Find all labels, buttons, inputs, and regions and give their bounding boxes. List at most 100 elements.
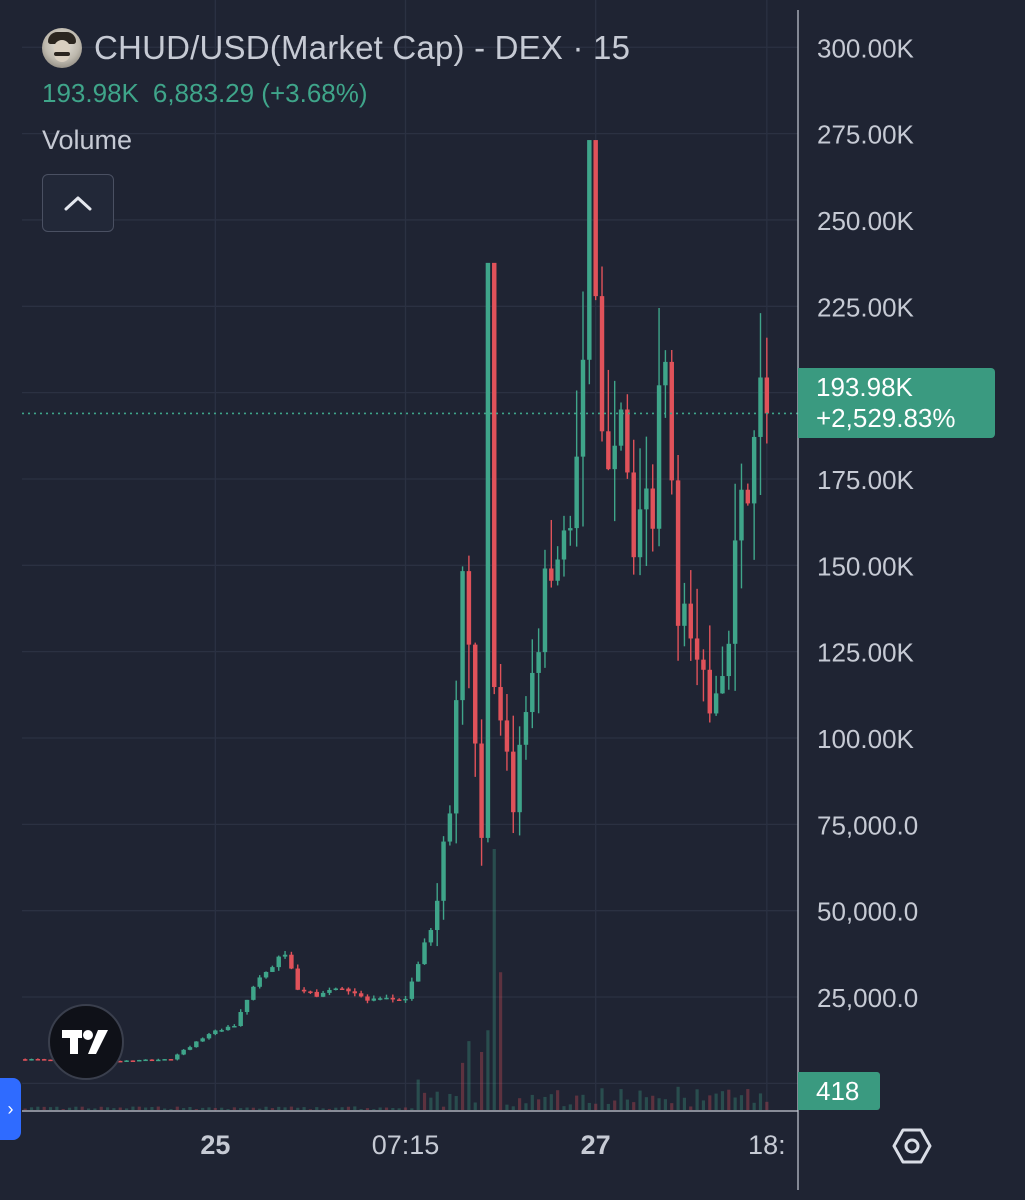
candle-body <box>409 981 415 999</box>
candle-body <box>694 638 700 660</box>
volume-bar <box>556 1090 560 1110</box>
volume-bar <box>587 1102 591 1110</box>
candle-body <box>187 1047 193 1050</box>
volume-bar <box>619 1089 623 1110</box>
volume-bar <box>549 1094 553 1110</box>
volume-indicator-label[interactable]: Volume <box>42 125 133 155</box>
volume-bar <box>321 1108 325 1110</box>
candle-body <box>720 676 725 694</box>
volume-bar <box>695 1089 699 1110</box>
candle-body <box>631 472 636 558</box>
candle-body <box>466 571 472 645</box>
tradingview-logo-icon <box>62 1030 108 1054</box>
candle-body <box>580 359 586 457</box>
candle-body <box>22 1059 28 1061</box>
candle-body <box>162 1059 167 1061</box>
volume-bar <box>365 1108 370 1110</box>
volume-bar <box>201 1107 205 1110</box>
volume-bar <box>752 1102 756 1110</box>
candle-body <box>124 1060 129 1062</box>
candle-body <box>587 140 592 360</box>
candle-body <box>149 1059 155 1062</box>
hexagon-settings-icon <box>892 1128 932 1164</box>
candle-body <box>295 968 300 990</box>
volume-bar <box>156 1106 160 1110</box>
volume-bar <box>220 1107 224 1110</box>
volume-bar <box>473 1102 477 1110</box>
tradingview-logo[interactable] <box>48 1004 124 1080</box>
price-axis-labels[interactable]: 300.00K275.00K250.00K225.00K200.00K175.0… <box>817 33 918 1099</box>
volume-bar <box>29 1107 34 1110</box>
volume-bar <box>682 1097 687 1110</box>
volume-bar <box>499 972 503 1110</box>
volume-bar <box>334 1107 338 1110</box>
symbol-title[interactable]: CHUD/USD(Market Cap) - DEX · 15 <box>94 29 631 66</box>
side-panel-handle[interactable]: › <box>0 1078 21 1140</box>
candle-body <box>663 361 668 386</box>
volume-bar <box>600 1088 604 1110</box>
volume-bar <box>131 1106 135 1110</box>
candle-body <box>346 988 351 992</box>
volume-bar <box>689 1106 693 1110</box>
last-price-change: +2,529.83% <box>816 403 956 433</box>
grid-lines <box>22 0 798 1111</box>
candle-body <box>517 744 522 813</box>
volume-bar <box>441 1106 446 1110</box>
volume-bar <box>372 1109 376 1110</box>
volume-bar <box>144 1107 148 1110</box>
volume-bar <box>340 1107 344 1110</box>
candle-body <box>270 967 275 972</box>
volume-bar <box>346 1106 351 1110</box>
candle-body <box>206 1034 212 1039</box>
price-axis-label: 300.00K <box>817 33 915 63</box>
candle-body <box>568 528 573 531</box>
candle-body <box>200 1038 205 1042</box>
time-axis-label: 07:15 <box>372 1130 440 1160</box>
last-price-value: 193.98K <box>816 372 913 402</box>
volume-bar <box>701 1100 706 1110</box>
volume-bar <box>720 1091 725 1110</box>
volume-bar <box>644 1097 648 1110</box>
candle-body <box>143 1059 148 1062</box>
volume-bar <box>410 1108 414 1110</box>
price-axis-label: 150.00K <box>817 551 915 581</box>
last-price-tag: 193.98K +2,529.83% <box>798 368 995 438</box>
volume-bar <box>112 1108 116 1110</box>
candle-body <box>713 693 719 714</box>
price-axis-label: 250.00K <box>817 206 915 236</box>
candle-body <box>561 530 567 560</box>
candle-body <box>251 986 256 1000</box>
volume-bar <box>524 1103 528 1110</box>
volume-bar <box>93 1108 97 1110</box>
time-axis-labels[interactable]: 25 07:15 27 18: <box>200 1130 785 1160</box>
volume-bar <box>518 1098 522 1110</box>
volume-bar <box>118 1107 122 1110</box>
volume-bar <box>391 1108 395 1110</box>
price-axis-label: 50,000.0 <box>817 897 918 927</box>
volume-bar <box>67 1107 72 1110</box>
candle-body <box>263 971 269 978</box>
volume-bar <box>460 1062 465 1110</box>
candle-body <box>675 480 681 626</box>
volume-bar <box>327 1108 332 1110</box>
candle-body <box>751 436 757 504</box>
candle-body <box>168 1059 174 1061</box>
candle-body <box>536 652 541 673</box>
volume-bar <box>296 1107 300 1110</box>
candle-body <box>48 1059 53 1062</box>
volume-bar <box>765 1101 769 1110</box>
candle-body <box>371 998 377 1001</box>
volume-bar <box>182 1108 186 1110</box>
volume-bar <box>258 1108 262 1110</box>
candle-body <box>555 559 560 581</box>
volume-bar <box>80 1106 84 1110</box>
candle-body <box>314 991 319 997</box>
volume-bar <box>48 1107 53 1110</box>
candle-body <box>732 540 738 644</box>
chart-settings-button[interactable] <box>890 1124 934 1168</box>
volume-bar <box>277 1106 281 1110</box>
legend-title-row[interactable]: CHUD/USD(Market Cap) - DEX · 15 <box>42 28 630 68</box>
volume-bar <box>270 1108 274 1110</box>
collapse-indicators-button[interactable] <box>42 174 114 232</box>
volume-bar <box>581 1094 585 1110</box>
